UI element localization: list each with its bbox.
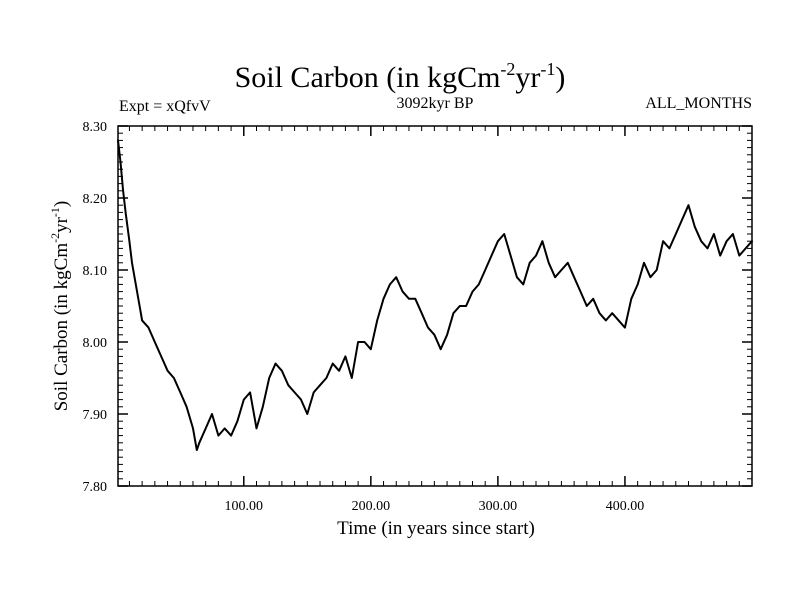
chart-title-sup1: -2 bbox=[500, 59, 515, 79]
x-ticks: 100.00 200.00 300.00 400.00 bbox=[128, 126, 740, 514]
chart-title-middle: yr bbox=[515, 61, 540, 94]
y-tick-label: 8.10 bbox=[83, 264, 108, 279]
y-axis-label-middle: yr bbox=[51, 216, 72, 233]
chart-title-text: Soil Carbon (in kgCm-2yr-1) bbox=[235, 59, 566, 94]
chart-title-main: Soil Carbon (in kgCm bbox=[235, 61, 501, 94]
x-axis-label: Time (in years since start) bbox=[337, 518, 535, 539]
chart-title: Soil Carbon (in kgCm-2yr-1) bbox=[235, 59, 566, 94]
chart-title-end: ) bbox=[555, 61, 565, 94]
y-axis-label-main: Soil Carbon (in kgCm bbox=[51, 243, 72, 412]
y-axis-label-sup2: -1 bbox=[48, 207, 62, 217]
soil-carbon-line bbox=[117, 139, 753, 451]
y-tick-label: 8.20 bbox=[83, 192, 108, 207]
y-tick-label: 8.00 bbox=[83, 336, 108, 351]
y-axis-label: Soil Carbon (in kgCm-2yr-1) bbox=[48, 201, 72, 412]
x-tick-label: 300.00 bbox=[479, 499, 518, 514]
chart-title-sup2: -1 bbox=[540, 59, 555, 79]
x-tick-label: 200.00 bbox=[352, 499, 391, 514]
x-tick-label: 100.00 bbox=[225, 499, 264, 514]
y-ticks: 7.80 7.90 8.00 8.10 8.20 8.30 bbox=[83, 120, 752, 495]
y-tick-label: 8.30 bbox=[83, 120, 108, 135]
x-tick-label: 400.00 bbox=[606, 499, 645, 514]
y-axis-label-sup1: -2 bbox=[48, 233, 62, 243]
y-axis-label-end: ) bbox=[51, 201, 72, 207]
left-subtitle: Expt = xQfvV bbox=[119, 98, 211, 115]
center-subtitle: 3092kyr BP bbox=[397, 95, 474, 112]
y-tick-label: 7.90 bbox=[83, 408, 108, 423]
right-subtitle: ALL_MONTHS bbox=[645, 95, 752, 112]
y-tick-label: 7.80 bbox=[83, 480, 108, 495]
plot-frame bbox=[117, 125, 753, 487]
